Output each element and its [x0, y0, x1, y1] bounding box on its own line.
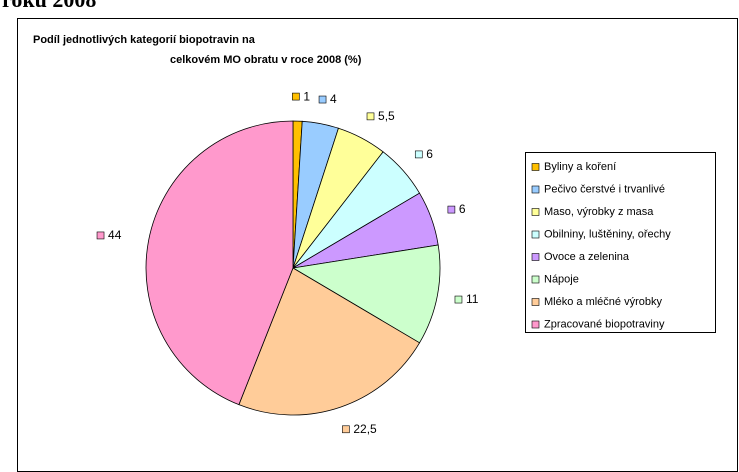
legend-swatch: [531, 230, 540, 239]
data-label: 5,5: [378, 109, 395, 123]
pie-slice: [291, 244, 441, 344]
label-swatch: [318, 95, 327, 104]
label-swatch: [447, 205, 456, 214]
heading: roku 2008: [2, 0, 96, 12]
chart-title: Podíl jednotlivých kategorií biopotravin…: [33, 34, 256, 46]
legend-label: Mléko a mléčné výrobky: [544, 296, 662, 308]
legend: [525, 152, 716, 333]
label-swatch: [414, 150, 423, 159]
label-swatch: [342, 425, 350, 434]
data-label: 11: [466, 292, 479, 306]
pie-slice: [238, 267, 421, 416]
legend-label: Pečivo čerstvé i trvanlivé: [544, 183, 665, 195]
data-label: 22,5: [353, 422, 377, 436]
chart-title: celkovém MO obratu v roce 2008 (%): [170, 54, 362, 66]
legend-label: Byliny a koření: [544, 161, 616, 173]
legend-swatch: [531, 298, 540, 306]
legend-label: Zpracované biopotraviny: [544, 318, 665, 330]
legend-label: Nápoje: [544, 273, 579, 285]
legend-swatch: [531, 275, 540, 284]
data-label: 4: [330, 92, 337, 106]
data-label: 1: [303, 89, 310, 103]
legend-label: Maso, výrobky z masa: [544, 206, 654, 218]
legend-label: Ovoce a zelenina: [544, 251, 630, 263]
data-label: 6: [459, 202, 466, 216]
label-swatch: [366, 112, 375, 121]
legend-swatch: [531, 208, 540, 216]
legend-swatch: [531, 185, 540, 194]
data-label: 44: [108, 228, 122, 242]
label-swatch: [292, 92, 300, 101]
legend-swatch: [531, 163, 540, 171]
label-swatch: [454, 295, 463, 304]
legend-swatch: [531, 253, 540, 261]
legend-swatch: [531, 320, 540, 329]
label-swatch: [96, 231, 105, 240]
data-label: 6: [426, 147, 433, 161]
legend-label: Obilniny, luštěniny, ořechy: [544, 228, 671, 240]
pie-slice: [145, 120, 294, 406]
